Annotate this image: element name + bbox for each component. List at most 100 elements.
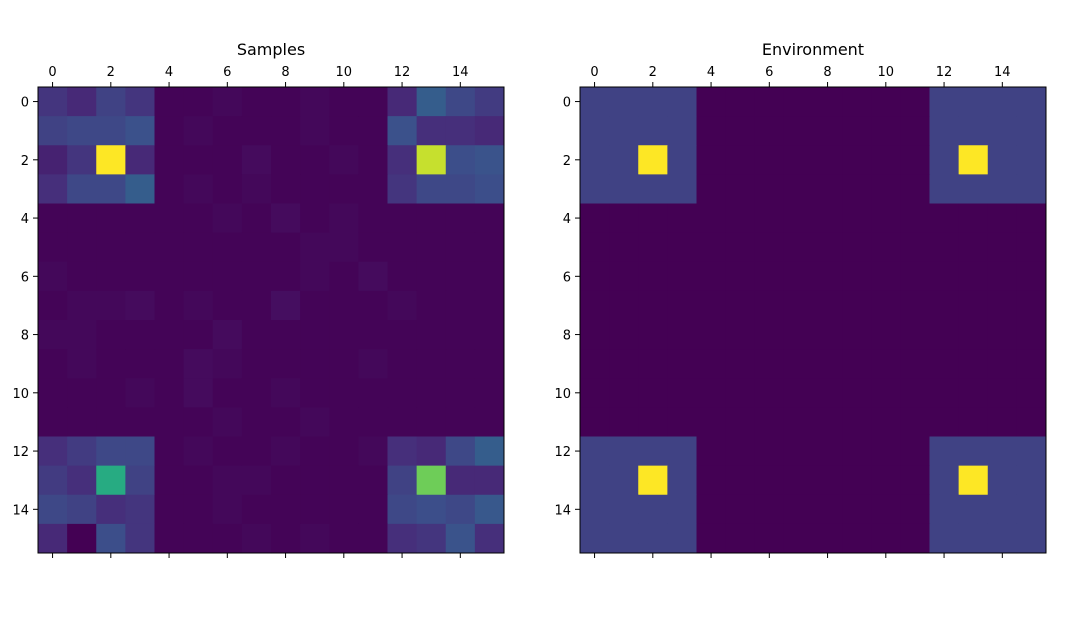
heatmap-cell-r1-c0 xyxy=(38,116,68,146)
heatmap-cell-r9-c1 xyxy=(609,349,639,379)
heatmap-cell-r0-c0 xyxy=(38,87,68,117)
heatmap-cell-r8-c6 xyxy=(754,320,785,350)
environment-axes: 0 2 4 6 8 10 12 14 0 2 4 6 8 10 12 14 xyxy=(554,65,1011,558)
heatmap-cell-r11-c5 xyxy=(183,407,214,438)
heatmap-cell-r13-c5 xyxy=(183,465,214,496)
heatmap-cell-r7-c15 xyxy=(474,290,505,321)
heatmap-cell-r2-c4 xyxy=(154,145,185,175)
heatmap-cell-r3-c13 xyxy=(416,174,447,205)
heatmap-cell-r7-c1 xyxy=(609,290,639,321)
heatmap-cell-r15-c14 xyxy=(445,523,476,554)
heatmap-cell-r10-c8 xyxy=(271,378,301,408)
heatmap-cell-r13-c6 xyxy=(212,465,243,496)
heatmap-cell-r14-c0 xyxy=(580,494,610,525)
heatmap-cell-r12-c1 xyxy=(609,436,639,467)
heatmap-cell-r1-c12 xyxy=(387,116,418,146)
environment-plot-frame xyxy=(579,86,1047,554)
heatmap-cell-r7-c4 xyxy=(696,290,727,321)
heatmap-cell-r10-c13 xyxy=(958,378,989,408)
heatmap-cell-r4-c10 xyxy=(871,203,901,234)
heatmap-cell-r0-c10 xyxy=(329,87,359,117)
heatmap-cell-r3-c6 xyxy=(212,174,243,205)
heatmap-cell-r13-c13 xyxy=(958,465,989,496)
heatmap-cell-r11-c3 xyxy=(667,407,698,438)
heatmap-cell-r1-c3 xyxy=(125,116,156,146)
heatmap-cell-r4-c11 xyxy=(358,203,389,234)
heatmap-cell-r12-c15 xyxy=(1016,436,1047,467)
heatmap-cell-r0-c13 xyxy=(958,87,989,117)
heatmap-cell-r8-c8 xyxy=(271,320,301,350)
heatmap-cell-r9-c8 xyxy=(813,349,843,379)
heatmap-cell-r6-c8 xyxy=(813,261,843,292)
heatmap-cell-r7-c3 xyxy=(667,290,698,321)
heatmap-cell-r0-c1 xyxy=(67,87,97,117)
x-tick-label-4: 4 xyxy=(707,65,715,80)
heatmap-cell-r8-c7 xyxy=(783,320,814,350)
heatmap-cell-r14-c4 xyxy=(696,494,727,525)
heatmap-cell-r7-c1 xyxy=(67,290,97,321)
heatmap-cell-r14-c1 xyxy=(67,494,97,525)
heatmap-cell-r14-c1 xyxy=(609,494,639,525)
heatmap-cell-r9-c2 xyxy=(638,349,668,379)
heatmap-cell-r13-c14 xyxy=(445,465,476,496)
heatmap-cell-r14-c7 xyxy=(241,494,272,525)
heatmap-cell-r6-c1 xyxy=(609,261,639,292)
heatmap-cell-r12-c6 xyxy=(754,436,785,467)
heatmap-cell-r14-c3 xyxy=(667,494,698,525)
heatmap-cell-r3-c13 xyxy=(958,174,989,205)
heatmap-cell-r13-c8 xyxy=(813,465,843,496)
heatmap-cell-r2-c11 xyxy=(358,145,389,175)
heatmap-cell-r9-c5 xyxy=(725,349,756,379)
heatmap-cell-r2-c12 xyxy=(387,145,418,175)
heatmap-cell-r6-c11 xyxy=(358,261,389,292)
heatmap-cell-r9-c4 xyxy=(154,349,185,379)
heatmap-cell-r12-c4 xyxy=(696,436,727,467)
heatmap-cell-r10-c15 xyxy=(474,378,505,408)
heatmap-cell-r10-c7 xyxy=(783,378,814,408)
heatmap-cell-r12-c8 xyxy=(813,436,843,467)
heatmap-cell-r4-c1 xyxy=(609,203,639,234)
heatmap-cell-r6-c5 xyxy=(183,261,214,292)
heatmap-cell-r8-c8 xyxy=(813,320,843,350)
heatmap-cell-r11-c0 xyxy=(38,407,68,438)
heatmap-cell-r5-c4 xyxy=(154,232,185,263)
heatmap-cell-r6-c13 xyxy=(958,261,989,292)
heatmap-cell-r6-c8 xyxy=(271,261,301,292)
heatmap-cell-r1-c1 xyxy=(609,116,639,146)
heatmap-cell-r15-c4 xyxy=(154,523,185,554)
heatmap-cell-r0-c8 xyxy=(271,87,301,117)
heatmap-cell-r10-c4 xyxy=(154,378,185,408)
heatmap-cell-r9-c12 xyxy=(929,349,960,379)
heatmap-cell-r12-c0 xyxy=(38,436,68,467)
heatmap-cell-r12-c12 xyxy=(387,436,418,467)
samples-panel: Samples 0 2 4 6 8 10 12 14 0 2 4 6 8 10 12 14 xyxy=(12,40,505,558)
heatmap-cell-r11-c7 xyxy=(241,407,272,438)
heatmap-cell-r11-c14 xyxy=(987,407,1018,438)
heatmap-cell-r1-c13 xyxy=(958,116,989,146)
heatmap-cell-r5-c3 xyxy=(667,232,698,263)
heatmap-cell-r7-c5 xyxy=(725,290,756,321)
heatmap-cell-r9-c1 xyxy=(67,349,97,379)
y-tick-label-12: 12 xyxy=(554,445,571,460)
heatmap-cell-r4-c4 xyxy=(696,203,727,234)
heatmap-cell-r1-c8 xyxy=(813,116,843,146)
heatmap-cell-r9-c0 xyxy=(38,349,68,379)
heatmap-cell-r0-c12 xyxy=(929,87,960,117)
heatmap-cell-r3-c0 xyxy=(580,174,610,205)
heatmap-cell-r4-c2 xyxy=(638,203,668,234)
heatmap-cell-r7-c2 xyxy=(638,290,668,321)
heatmap-cell-r7-c5 xyxy=(183,290,214,321)
heatmap-cell-r3-c6 xyxy=(754,174,785,205)
heatmap-cell-r5-c10 xyxy=(329,232,359,263)
heatmap-cell-r13-c1 xyxy=(67,465,97,496)
heatmap-cell-r14-c8 xyxy=(271,494,301,525)
heatmap-cell-r13-c10 xyxy=(329,465,359,496)
heatmap-cell-r12-c7 xyxy=(241,436,272,467)
y-tick-label-10: 10 xyxy=(12,387,29,402)
heatmap-cell-r4-c7 xyxy=(783,203,814,234)
y-tick-label-14: 14 xyxy=(554,503,571,518)
heatmap-cell-r11-c10 xyxy=(871,407,901,438)
heatmap-cell-r7-c11 xyxy=(358,290,389,321)
heatmap-cell-r5-c6 xyxy=(754,232,785,263)
heatmap-cell-r8-c0 xyxy=(580,320,610,350)
